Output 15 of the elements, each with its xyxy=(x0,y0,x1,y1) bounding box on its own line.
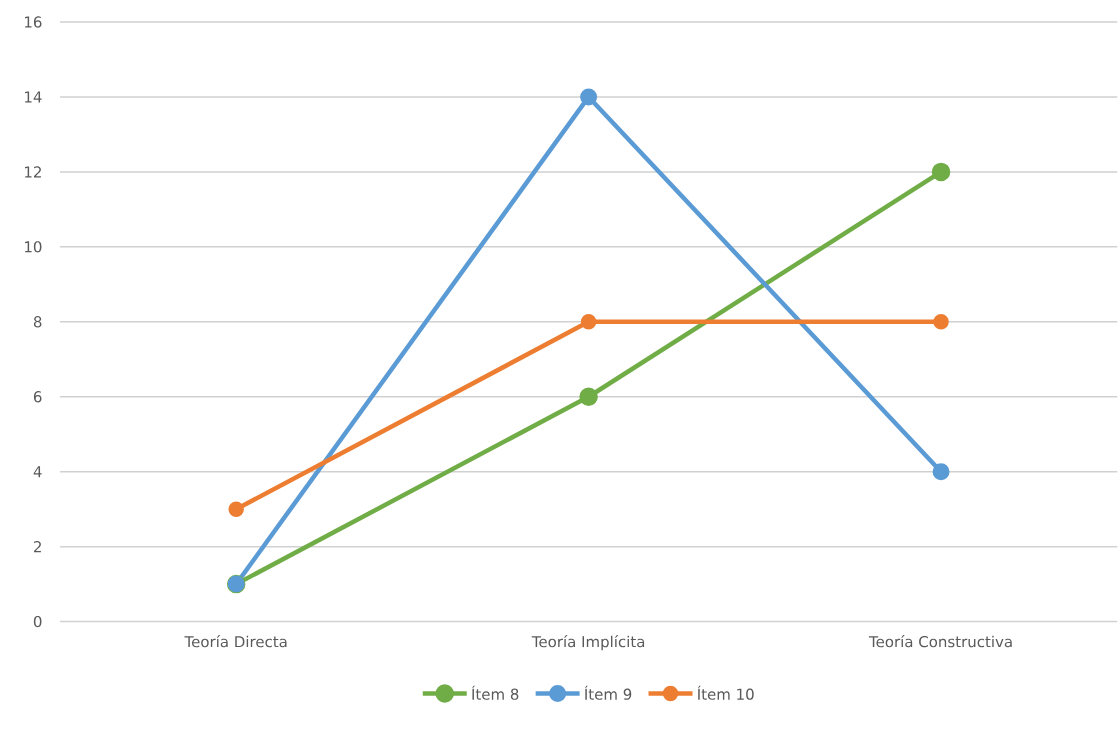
legend-label: Ítem 8 xyxy=(472,686,519,701)
y-tick-label: 8 xyxy=(33,316,42,328)
y-tick-label: 2 xyxy=(34,541,41,553)
y-tick-label: 4 xyxy=(33,466,42,478)
y-tick-label: 12 xyxy=(25,166,41,178)
y-tick-label: 0 xyxy=(33,616,42,628)
y-tick-label: 10 xyxy=(25,241,42,253)
y-tick-label: 6 xyxy=(33,391,42,403)
x-tick-label: Teoría Constructiva xyxy=(868,635,1012,648)
y-tick-label: 16 xyxy=(25,16,42,28)
y-tick-label: 14 xyxy=(25,91,42,103)
legend-label: Ítem 10 xyxy=(697,686,754,701)
x-tick-label: Teoría Directa xyxy=(184,635,287,648)
legend-label: Ítem 9 xyxy=(585,686,632,701)
x-tick-label: Teoría Implícita xyxy=(531,635,645,651)
